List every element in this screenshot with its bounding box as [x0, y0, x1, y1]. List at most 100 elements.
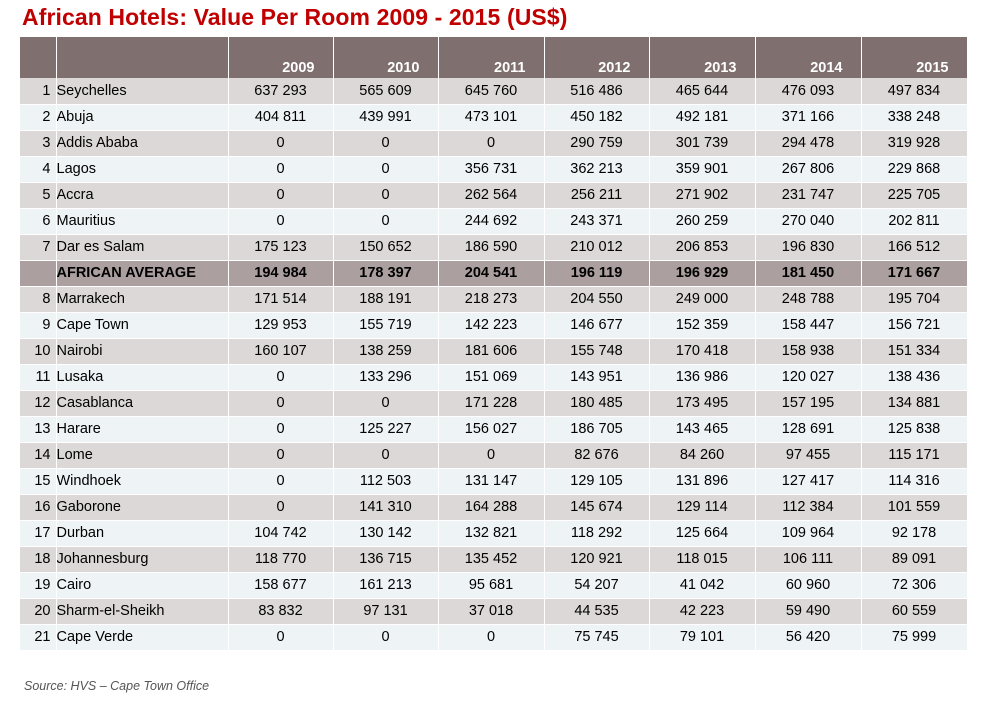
city-cell: Marrakech [56, 286, 229, 312]
average-row: AFRICAN AVERAGE 194 984 178 397 204 541 196 … [20, 260, 968, 286]
value-cell-2011: 132 821 [438, 520, 545, 546]
table-row: 21 Cape Verde 0 0 0 75 745 79 101 56 420 75 999 [20, 624, 968, 650]
value-cell-2011: 0 [438, 624, 545, 650]
value-cell-2015: 319 928 [861, 130, 968, 156]
value-cell-2010: 0 [333, 156, 439, 182]
value-cell-2015: 125 838 [861, 416, 968, 442]
value-cell-2014: 128 691 [755, 416, 862, 442]
value-cell-2012: 186 705 [544, 416, 650, 442]
value-cell-2015: 225 705 [861, 182, 968, 208]
value-cell-2011: 181 606 [438, 338, 545, 364]
value-cell-2011: 244 692 [438, 208, 545, 234]
city-cell: Durban [56, 520, 229, 546]
value-cell-2011: 186 590 [438, 234, 545, 260]
table-row: 3 Addis Ababa 0 0 0 290 759 301 739 294 478 319 … [20, 130, 968, 156]
rank-cell: 11 [20, 364, 57, 390]
value-cell-2009: 0 [228, 468, 334, 494]
value-cell-2012: 44 535 [544, 598, 650, 624]
value-cell-2014: 294 478 [755, 130, 862, 156]
value-cell-2011: 218 273 [438, 286, 545, 312]
city-cell: Mauritius [56, 208, 229, 234]
value-cell-2014: 59 490 [755, 598, 862, 624]
value-cell-2010: 136 715 [333, 546, 439, 572]
value-cell-2015: 166 512 [861, 234, 968, 260]
value-cell-2013: 260 259 [649, 208, 756, 234]
value-cell-2012: 118 292 [544, 520, 650, 546]
value-cell-2014: 127 417 [755, 468, 862, 494]
rank-cell: 10 [20, 338, 57, 364]
rank-cell: 18 [20, 546, 57, 572]
city-cell: Seychelles [56, 78, 229, 104]
city-cell: Cape Verde [56, 624, 229, 650]
city-cell: Johannesburg [56, 546, 229, 572]
rank-cell: 3 [20, 130, 57, 156]
value-cell-2014: 109 964 [755, 520, 862, 546]
city-cell: Windhoek [56, 468, 229, 494]
value-cell-2010: 150 652 [333, 234, 439, 260]
rank-cell: 6 [20, 208, 57, 234]
value-cell-2013: 143 465 [649, 416, 756, 442]
value-cell-2012: 516 486 [544, 78, 650, 104]
value-cell-2009: 0 [228, 156, 334, 182]
city-cell: Cairo [56, 572, 229, 598]
value-cell-2009: 0 [228, 208, 334, 234]
value-cell-2014: 112 384 [755, 494, 862, 520]
value-cell-2014: 476 093 [755, 78, 862, 104]
value-cell-2013: 206 853 [649, 234, 756, 260]
value-cell-2013: 271 902 [649, 182, 756, 208]
value-per-room-table: 2009 2010 2011 2012 2013 2014 2015 1 Seyc… [20, 37, 968, 651]
value-cell-2013: 196 929 [649, 260, 756, 286]
value-cell-2010: 178 397 [333, 260, 439, 286]
rank-cell: 8 [20, 286, 57, 312]
value-cell-2011: 645 760 [438, 78, 545, 104]
header-2011: 2011 [438, 37, 545, 78]
value-cell-2010: 133 296 [333, 364, 439, 390]
value-cell-2009: 171 514 [228, 286, 334, 312]
value-cell-2009: 0 [228, 364, 334, 390]
city-cell: Gaborone [56, 494, 229, 520]
value-cell-2010: 112 503 [333, 468, 439, 494]
value-cell-2012: 145 674 [544, 494, 650, 520]
value-cell-2011: 262 564 [438, 182, 545, 208]
value-cell-2014: 270 040 [755, 208, 862, 234]
value-cell-2015: 75 999 [861, 624, 968, 650]
value-cell-2012: 256 211 [544, 182, 650, 208]
value-cell-2015: 89 091 [861, 546, 968, 572]
value-cell-2009: 158 677 [228, 572, 334, 598]
city-cell: Dar es Salam [56, 234, 229, 260]
value-cell-2014: 196 830 [755, 234, 862, 260]
value-cell-2010: 97 131 [333, 598, 439, 624]
value-cell-2012: 75 745 [544, 624, 650, 650]
value-cell-2009: 0 [228, 182, 334, 208]
value-cell-2014: 120 027 [755, 364, 862, 390]
value-cell-2011: 37 018 [438, 598, 545, 624]
rank-cell: 16 [20, 494, 57, 520]
value-cell-2010: 0 [333, 182, 439, 208]
value-cell-2013: 84 260 [649, 442, 756, 468]
value-cell-2010: 138 259 [333, 338, 439, 364]
rank-cell: 1 [20, 78, 57, 104]
table-row: 20 Sharm-el-Sheikh 83 832 97 131 37 018 44 53… [20, 598, 968, 624]
value-cell-2014: 267 806 [755, 156, 862, 182]
value-cell-2013: 129 114 [649, 494, 756, 520]
value-cell-2013: 41 042 [649, 572, 756, 598]
value-cell-2014: 157 195 [755, 390, 862, 416]
value-cell-2013: 301 739 [649, 130, 756, 156]
value-cell-2013: 125 664 [649, 520, 756, 546]
value-cell-2009: 0 [228, 390, 334, 416]
value-cell-2009: 404 811 [228, 104, 334, 130]
value-cell-2011: 164 288 [438, 494, 545, 520]
page-title: African Hotels: Value Per Room 2009 - 20… [22, 4, 568, 30]
value-cell-2014: 371 166 [755, 104, 862, 130]
value-cell-2012: 129 105 [544, 468, 650, 494]
table-row: 7 Dar es Salam 175 123 150 652 186 590 210 01… [20, 234, 968, 260]
value-cell-2012: 120 921 [544, 546, 650, 572]
city-cell: Lome [56, 442, 229, 468]
value-cell-2013: 136 986 [649, 364, 756, 390]
rank-cell: 21 [20, 624, 57, 650]
value-cell-2010: 125 227 [333, 416, 439, 442]
value-cell-2013: 170 418 [649, 338, 756, 364]
value-cell-2015: 171 667 [861, 260, 968, 286]
rank-cell: 15 [20, 468, 57, 494]
value-cell-2011: 0 [438, 130, 545, 156]
